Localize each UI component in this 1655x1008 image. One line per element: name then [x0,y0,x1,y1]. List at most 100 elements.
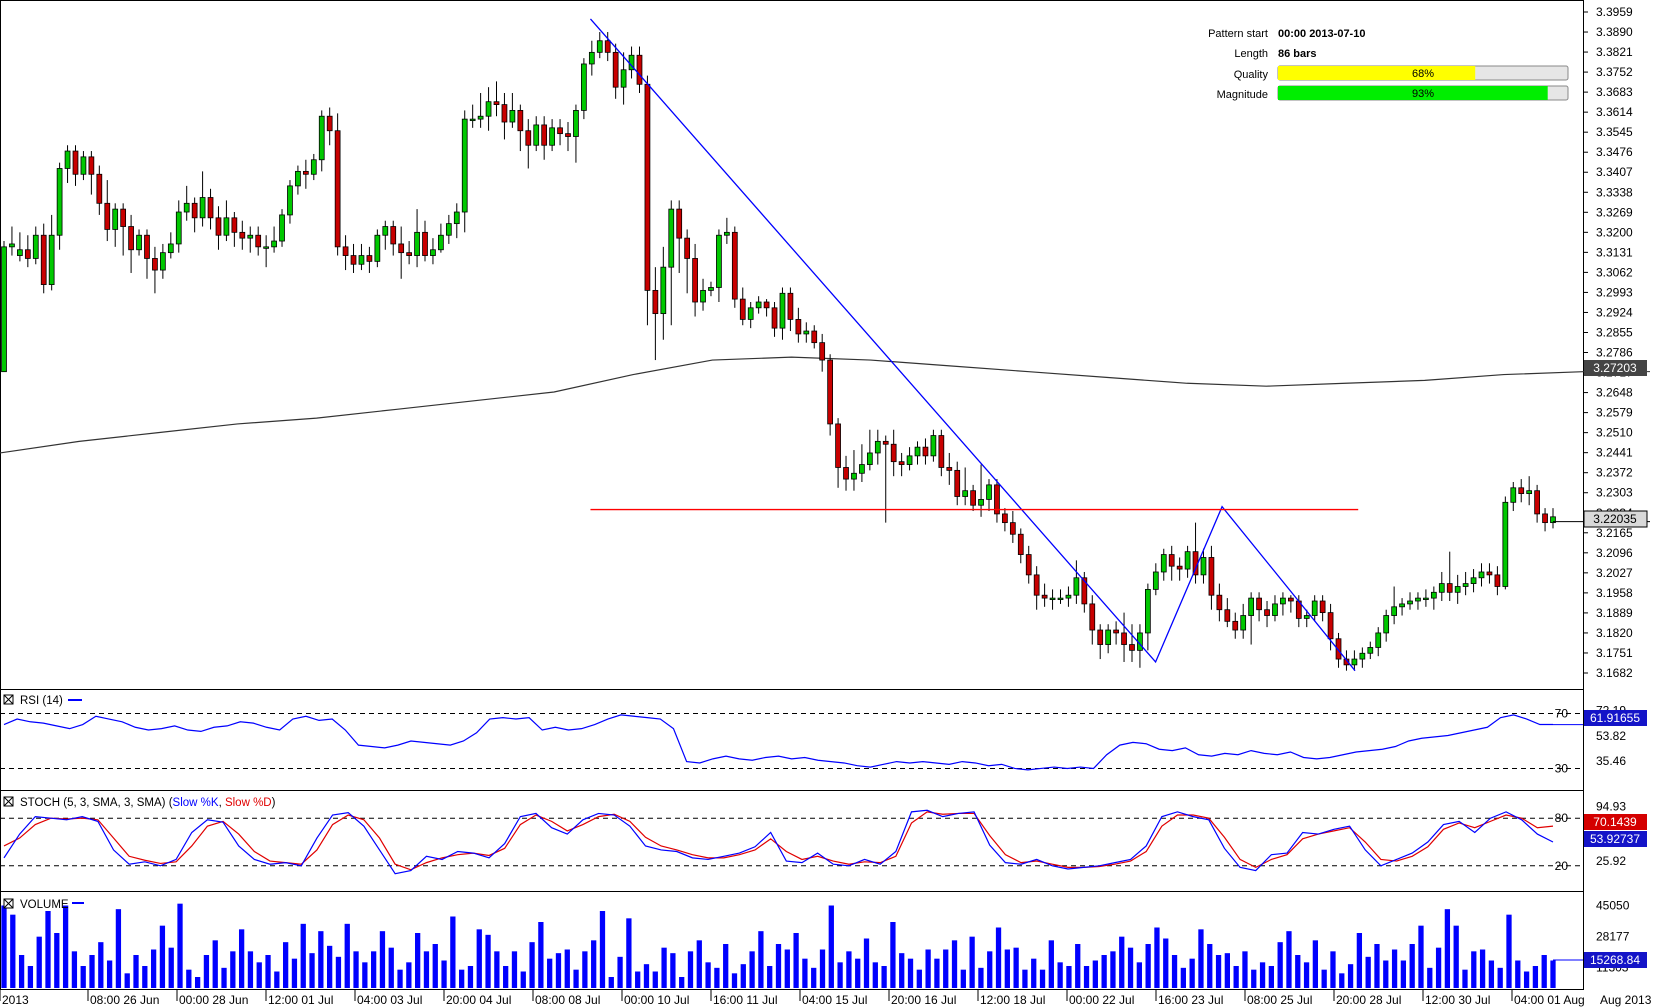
candle [461,110,468,233]
stoch-tick-label: 94.93 [1596,799,1626,813]
bull-candle-body [64,150,71,169]
bull-candle-body [1160,554,1167,573]
candle [1415,592,1421,610]
stoch-header: STOCH (5, 3, SMA, 3, SMA) (Slow %K, Slow… [3,796,276,809]
volume-bar [1180,967,1186,988]
candle [1272,595,1278,622]
bull-candle-body [533,124,540,146]
volume-bar [1215,955,1222,988]
time-tick-label: 20:00 04 Jul [446,993,511,1007]
bear-candle-body [517,110,524,132]
bear-candle-body [922,446,929,457]
volume-bars: 450502817711303 [1,898,1630,988]
volume-header: VOLUME [3,898,84,911]
candle [1160,548,1167,581]
bear-candle-body [684,237,691,259]
magnitude-value: 93% [1412,88,1434,100]
bull-candle-body [779,292,786,329]
volume-bar [1427,967,1433,988]
candle [1041,583,1048,607]
bear-candle-body [946,467,953,471]
candle [167,232,174,259]
candle [493,81,500,117]
price-tick-label: 3.3131 [1596,245,1633,259]
bull-candle-body [708,287,714,291]
candle [1232,612,1239,639]
candle [1446,551,1453,602]
price-tick-label: 3.2648 [1596,386,1633,400]
bear-candle-body [1176,565,1183,570]
candle [144,229,150,279]
bear-candle-body [104,202,111,230]
candle [1184,545,1191,578]
bull-candle-body [223,217,230,236]
volume-bar [740,964,746,988]
candle [1287,595,1294,613]
bear-candle-body [938,435,945,468]
bear-candle-body [390,226,397,245]
bull-candle-body [1478,571,1485,579]
candle [1399,598,1405,616]
volume-title: VOLUME [20,899,69,911]
volume-bar [1506,914,1512,988]
candle [596,32,603,59]
volume-bar [379,931,386,988]
candle [255,226,262,256]
magnitude-bar-fill [1278,86,1548,100]
volume-bar [872,962,878,988]
candle [739,287,746,326]
volume-bar [230,951,236,988]
length-label: Length [1234,48,1268,60]
volume-bar [573,969,579,988]
bull-candle-body [9,243,15,248]
volume-bar [124,973,130,988]
candle [1145,583,1151,651]
volume-bar [1066,966,1072,988]
svg-text:3.22035: 3.22035 [1593,512,1637,526]
volume-bar [142,966,148,988]
volume-bar [1541,955,1547,988]
volume-bar [687,951,694,988]
volume-bar [441,960,447,988]
last-price-tag: 3.22035 [1583,510,1648,528]
bear-candle-body [1113,629,1119,634]
candle [1534,484,1540,523]
volume-bar [907,958,914,988]
bull-candle-body [1303,615,1310,619]
volume-bar [415,933,421,988]
candle [382,220,389,250]
volume-bar [705,962,711,988]
volume-tick-label: 28177 [1596,929,1630,943]
candle [636,46,643,93]
bear-candle-body [644,83,651,291]
volume-bar [802,958,808,988]
candle [310,153,317,181]
candle [501,92,508,140]
volume-bar [353,951,359,988]
stoch-d-tag: 70.1439 [1584,814,1647,830]
volume-bar [1013,947,1019,988]
volume-bar [1374,944,1380,988]
stoch-k-line [3,809,1554,875]
bull-candle-body [866,452,873,465]
candle [1454,574,1461,604]
candle [1033,566,1040,610]
bear-candle-body [795,319,802,335]
candle [1486,563,1493,584]
candle [835,418,841,488]
volume-bar [969,936,975,988]
price-tick-label: 3.3614 [1596,105,1633,119]
bull-candle-body [112,208,119,230]
bull-candle-body [859,464,865,474]
bear-candle-body [763,301,770,309]
candle [509,92,516,128]
bull-candle-body [183,202,190,213]
bull-candle-body [477,115,484,120]
bull-candle-body [1454,586,1461,593]
volume-bar [520,971,526,988]
candle [485,87,492,131]
volume-bar [1515,960,1521,988]
price-tick-label: 3.3338 [1596,185,1633,199]
price-tick-label: 3.3407 [1596,165,1633,179]
